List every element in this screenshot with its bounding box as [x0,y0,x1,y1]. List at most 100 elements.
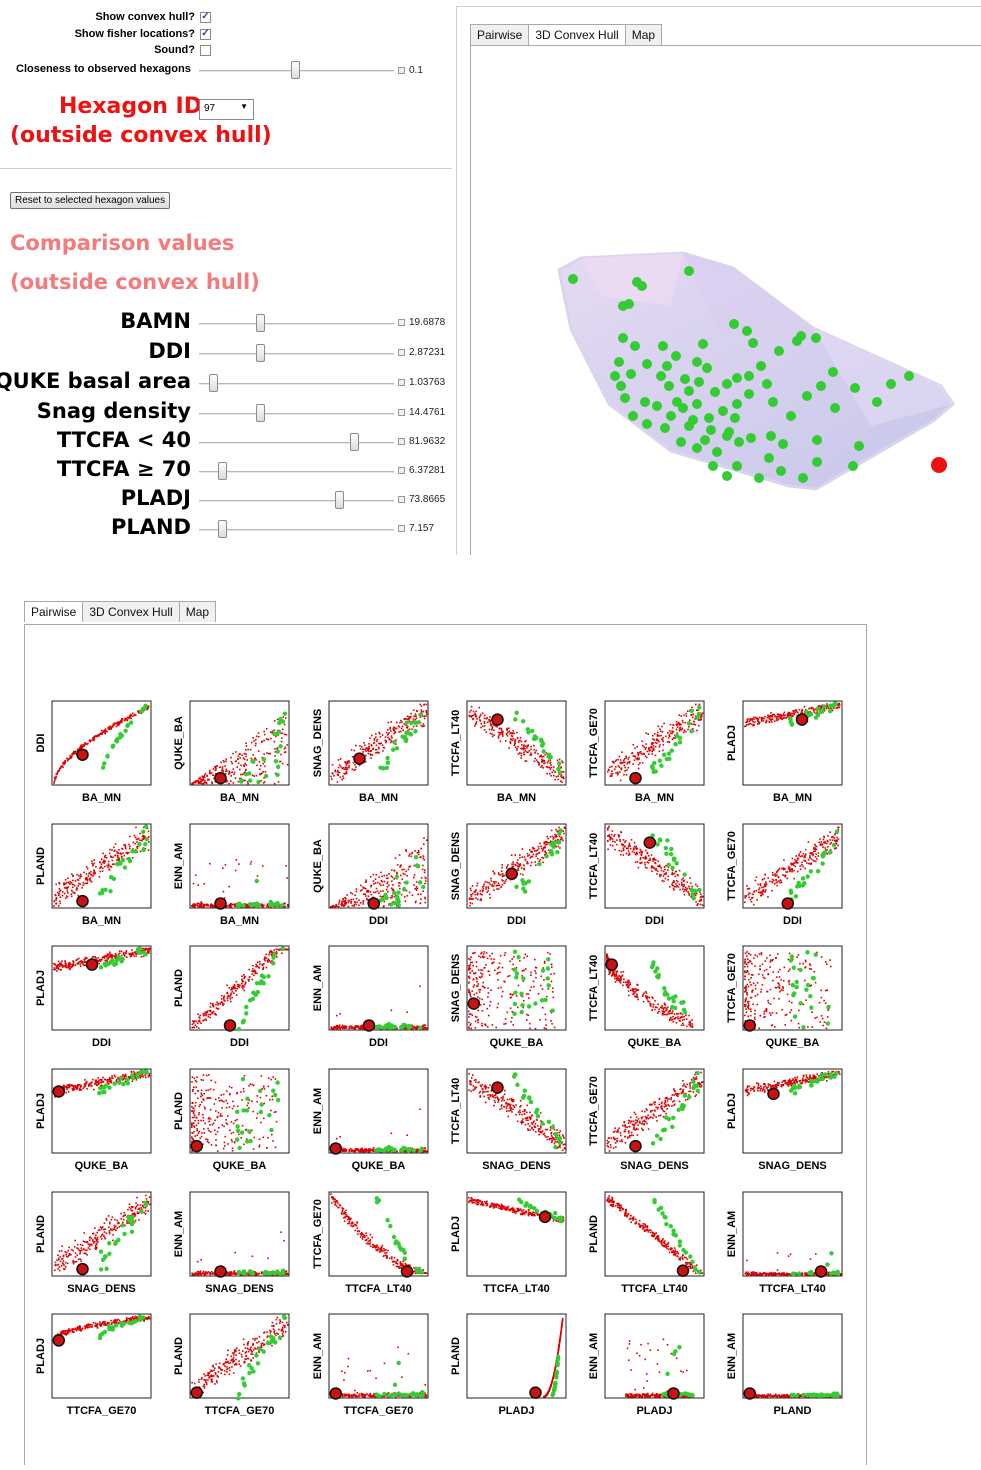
scatter-point [501,864,503,866]
scatter-point [674,1014,676,1016]
scatter-point [134,714,136,716]
selected-hexagon-point[interactable] [931,457,947,473]
fisher-point [832,843,836,847]
slider-thumb[interactable] [350,433,359,451]
tab-map[interactable]: Map [179,601,216,622]
scatter-point [561,777,563,779]
fisher-point [541,741,545,745]
show-fisher-checkbox[interactable]: ✓ [200,29,211,40]
fisher-point [393,901,397,905]
scatter-point [393,896,395,898]
closeness-slider-thumb[interactable] [291,61,300,79]
slider-thumb[interactable] [218,520,227,538]
slider-thumb[interactable] [256,404,265,422]
scatter-point [813,709,815,711]
slider-thumb[interactable] [256,314,265,332]
scatter-point [348,1028,350,1030]
y-axis-label: TTCFA_LT40 [588,833,600,899]
tab-pairwise[interactable]: Pairwise [24,601,83,622]
scatter-point [237,758,239,760]
scatter-point [521,753,523,755]
scatter-point [272,730,274,732]
scatter-point [554,836,556,838]
slider-track[interactable] [199,442,394,444]
scatter-point [101,733,103,735]
scatter-point [335,904,337,906]
slider-thumb[interactable] [218,462,227,480]
scatter-point [794,714,796,716]
scatter-point [421,705,423,707]
tab-3d-convex-hull[interactable]: 3D Convex Hull [82,601,179,622]
scatter-point [628,850,630,852]
hexagon-id-combo[interactable]: 97 ▼ [199,99,254,120]
scatter-point [470,994,472,996]
sound-checkbox[interactable] [200,45,211,56]
slider-track[interactable] [199,413,394,415]
x-axis-label: DDI [369,915,388,927]
fisher-point [126,723,130,727]
reset-button[interactable]: Reset to selected hexagon values [10,192,170,209]
scatter-point [670,1018,672,1020]
scatter-point [244,758,246,760]
splitter[interactable] [456,6,457,555]
slider-thumb[interactable] [209,374,218,392]
fisher-point [789,889,793,893]
scatter-point [136,841,138,843]
scatter-point [614,975,616,977]
scatter-point [418,850,420,852]
scatter-point [410,856,412,858]
tab-map[interactable]: Map [625,24,662,45]
slider-track[interactable] [199,323,394,325]
scatter-point [408,869,410,871]
scatter-point [415,902,417,904]
show-convex-hull-checkbox[interactable]: ✓ [200,12,211,23]
tab-pairwise[interactable]: Pairwise [470,24,529,45]
hull-point [811,333,821,343]
slider-thumb[interactable] [256,344,265,362]
scatter-point [764,878,766,880]
scatter-point [615,760,617,762]
scatter-point [193,903,195,905]
convex-hull-view[interactable] [471,46,981,555]
scatter-point [56,966,58,968]
scatter-point [148,836,150,838]
fisher-point [794,894,798,898]
scatter-point [692,717,694,719]
slider-thumb[interactable] [335,491,344,509]
slider-track[interactable] [199,500,394,502]
slider-track[interactable] [199,353,394,355]
slider-track[interactable] [199,471,394,473]
scatter-point [252,968,254,970]
fisher-point [413,729,417,733]
scatter-point [82,884,84,886]
scatter-point [651,742,653,744]
hull-point [626,369,636,379]
slider-track[interactable] [199,383,394,385]
scatter-point [557,760,559,762]
scatter-point [53,782,55,784]
tab-3d-convex-hull[interactable]: 3D Convex Hull [528,24,625,45]
scatter-point [396,727,398,729]
scatter-point [354,894,356,896]
scatter-point [751,724,753,726]
scatter-point [262,763,264,765]
scatter-point [102,731,104,733]
slider-track[interactable] [199,529,394,531]
